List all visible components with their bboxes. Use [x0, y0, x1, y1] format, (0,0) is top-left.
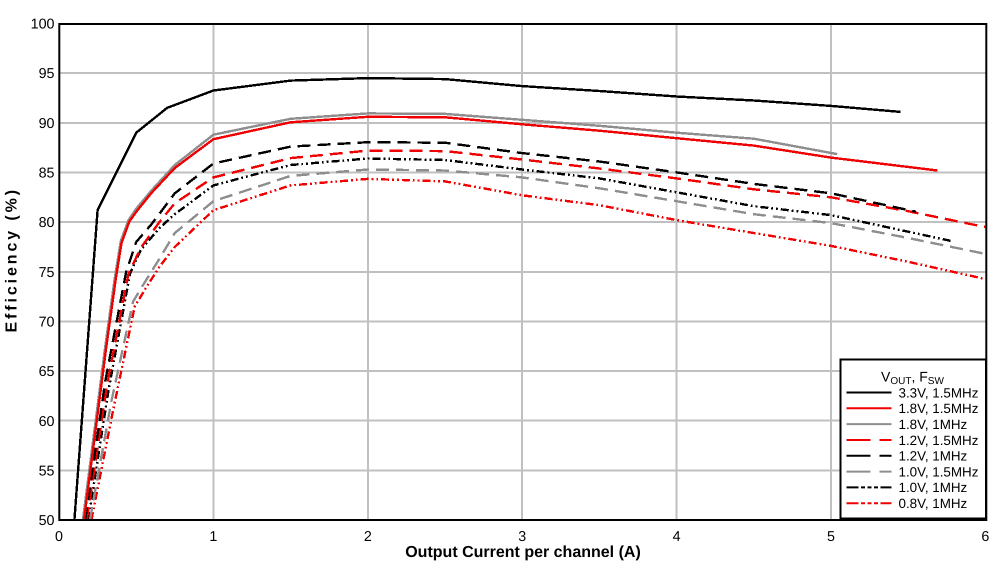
svg-text:50: 50	[39, 513, 55, 529]
svg-text:1.8V, 1MHz: 1.8V, 1MHz	[899, 417, 968, 432]
svg-text:1.0V, 1MHz: 1.0V, 1MHz	[899, 480, 968, 495]
svg-text:2: 2	[364, 529, 372, 545]
svg-text:3: 3	[518, 529, 526, 545]
svg-text:65: 65	[39, 364, 55, 380]
svg-text:85: 85	[39, 166, 55, 182]
svg-text:1.2V, 1MHz: 1.2V, 1MHz	[899, 449, 968, 464]
svg-text:100: 100	[31, 17, 55, 33]
svg-text:5: 5	[827, 529, 835, 545]
svg-text:0: 0	[55, 529, 63, 545]
svg-text:55: 55	[39, 463, 55, 479]
svg-text:70: 70	[39, 315, 55, 331]
svg-text:Output Current per channel (A): Output Current per channel (A)	[405, 544, 641, 561]
svg-text:80: 80	[39, 215, 55, 231]
svg-text:1.2V, 1.5MHz: 1.2V, 1.5MHz	[899, 433, 979, 448]
svg-text:1: 1	[209, 529, 217, 545]
svg-text:1.0V, 1.5MHz: 1.0V, 1.5MHz	[899, 464, 979, 479]
svg-text:0.8V, 1MHz: 0.8V, 1MHz	[899, 496, 968, 511]
svg-text:90: 90	[39, 116, 55, 132]
svg-text:4: 4	[673, 529, 681, 545]
svg-text:1.8V, 1.5MHz: 1.8V, 1.5MHz	[899, 401, 979, 416]
svg-text:75: 75	[39, 265, 55, 281]
svg-text:60: 60	[39, 414, 55, 430]
svg-text:6: 6	[981, 529, 989, 545]
svg-text:3.3V, 1.5MHz: 3.3V, 1.5MHz	[899, 385, 979, 400]
svg-text:95: 95	[39, 66, 55, 82]
svg-text:Efficiency (%): Efficiency (%)	[4, 187, 21, 333]
